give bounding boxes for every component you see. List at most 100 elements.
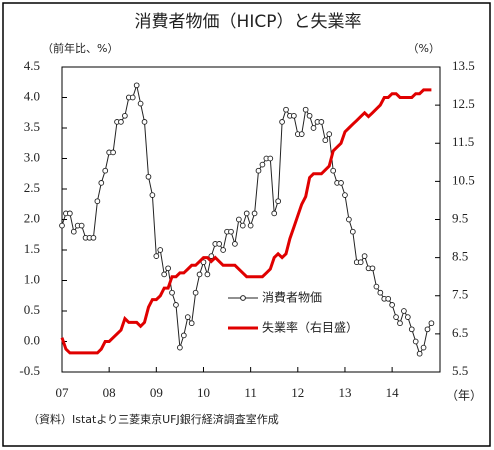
point xyxy=(408,326,415,333)
point xyxy=(232,241,238,247)
point xyxy=(243,210,250,217)
point xyxy=(192,289,199,296)
point xyxy=(208,253,215,259)
point xyxy=(401,308,407,314)
point xyxy=(169,289,175,296)
y-tick-label: 0.0 xyxy=(24,332,40,347)
point xyxy=(338,180,344,186)
y2-tick-label: 13.5 xyxy=(452,58,475,73)
point xyxy=(251,210,258,217)
point xyxy=(153,253,160,259)
point xyxy=(165,265,171,272)
point xyxy=(118,119,124,125)
x-tick-label: 11 xyxy=(244,385,257,400)
y-tick-label: 0.5 xyxy=(24,302,40,317)
x-tick-label: 08 xyxy=(103,385,116,400)
point xyxy=(98,180,105,186)
y-tick-label: -0.5 xyxy=(19,363,40,378)
y-tick-label: 1.0 xyxy=(24,271,40,286)
point xyxy=(59,222,65,229)
point xyxy=(216,241,223,247)
point xyxy=(291,112,297,119)
point xyxy=(90,234,97,241)
point xyxy=(133,82,140,89)
point xyxy=(255,167,262,174)
y-axis-label: （前年比、%） xyxy=(42,41,118,55)
point xyxy=(177,344,183,351)
point xyxy=(424,326,431,333)
point xyxy=(279,119,285,125)
point xyxy=(385,295,392,302)
legend-label: 消費者物価 xyxy=(262,290,322,305)
point xyxy=(228,228,234,235)
point xyxy=(145,173,152,180)
point xyxy=(357,259,364,266)
y2-tick-label: 11.5 xyxy=(452,134,474,149)
y-tick-label: 1.5 xyxy=(24,241,40,256)
point xyxy=(236,216,242,223)
series-line xyxy=(60,88,432,355)
point xyxy=(377,289,384,296)
x-tick-label: 12 xyxy=(291,385,304,400)
point xyxy=(412,338,419,345)
point xyxy=(326,131,333,137)
point xyxy=(267,155,274,162)
point xyxy=(322,137,329,144)
y2-tick-label: 9.5 xyxy=(452,210,468,225)
y2-tick-label: 12.5 xyxy=(452,96,475,111)
point xyxy=(184,314,191,320)
point xyxy=(102,167,109,174)
point xyxy=(149,192,156,198)
point xyxy=(349,228,356,235)
point xyxy=(94,198,101,205)
point xyxy=(129,94,136,101)
point xyxy=(173,302,179,308)
point xyxy=(373,283,380,290)
legend-label: 失業率（右目盛） xyxy=(262,320,358,335)
point xyxy=(393,314,399,320)
y-tick-label: 4.0 xyxy=(24,88,40,103)
point xyxy=(346,216,352,223)
point xyxy=(259,161,266,168)
y-tick-label: 4.5 xyxy=(24,58,40,73)
point xyxy=(200,259,207,266)
point xyxy=(428,320,435,327)
point xyxy=(298,131,305,137)
y2-tick-label: 5.5 xyxy=(452,363,468,378)
y2-tick-label: 7.5 xyxy=(452,287,468,302)
x-tick-label: 09 xyxy=(150,385,163,400)
point xyxy=(247,222,254,229)
y2-tick-label: 6.5 xyxy=(452,325,468,340)
point xyxy=(283,106,289,113)
x-tick-label: 13 xyxy=(338,385,351,400)
point xyxy=(78,222,85,229)
y2-tick-label: 8.5 xyxy=(452,249,468,264)
y-tick-label: 3.5 xyxy=(24,119,40,134)
y-tick-label: 2.0 xyxy=(24,210,40,225)
point xyxy=(404,314,411,320)
point xyxy=(302,106,309,113)
x-tick-label: 10 xyxy=(197,385,210,400)
point xyxy=(306,112,313,119)
plot-area xyxy=(61,66,441,373)
point xyxy=(271,210,278,217)
point xyxy=(310,125,317,131)
x-axis-label: （年） xyxy=(446,389,482,403)
point xyxy=(239,222,246,229)
point xyxy=(67,210,73,217)
point xyxy=(318,119,325,125)
point xyxy=(137,100,144,107)
point xyxy=(416,350,423,357)
point xyxy=(188,320,195,327)
y-tick-label: 2.5 xyxy=(24,180,40,195)
point xyxy=(330,167,337,174)
series-line xyxy=(61,83,432,355)
source-note: （資料）Istatより三菱東京UFJ銀行経済調査室作成 xyxy=(28,412,279,426)
x-tick-label: 14 xyxy=(386,385,400,400)
point xyxy=(204,271,211,278)
point xyxy=(70,228,77,235)
point xyxy=(157,247,164,253)
point xyxy=(420,344,427,351)
point xyxy=(122,112,128,119)
